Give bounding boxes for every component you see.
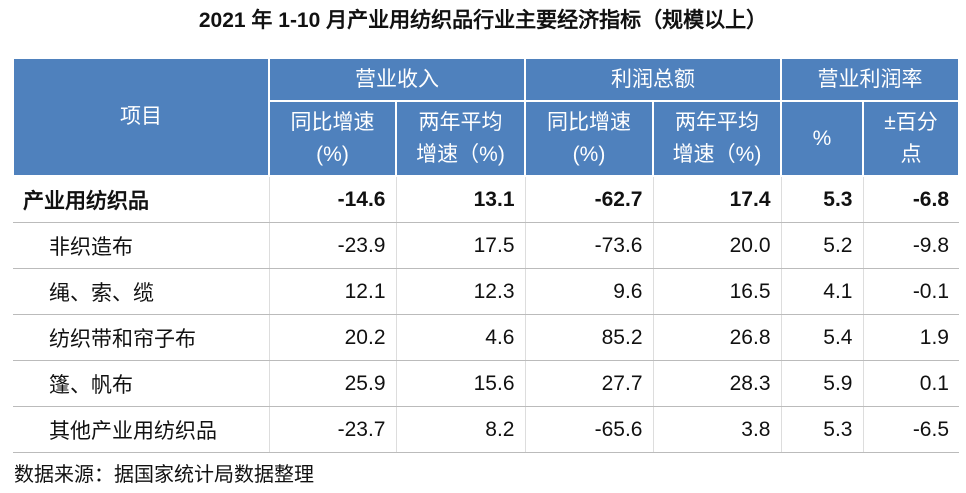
item-header: 项目 bbox=[12, 57, 270, 177]
sub-header-line: ±百分 bbox=[884, 110, 938, 134]
table-row: 其他产业用纺织品 -23.7 8.2 -65.6 3.8 5.3 -6.5 bbox=[13, 406, 959, 453]
cell: 1.9 bbox=[862, 314, 959, 361]
row-label: 产业用纺织品 bbox=[13, 175, 269, 223]
group-header: 营业利润率 bbox=[780, 57, 960, 102]
sub-header: 同比增速 (%) bbox=[268, 100, 397, 177]
table-row: 产业用纺织品 -14.6 13.1 -62.7 17.4 5.3 -6.8 bbox=[13, 175, 959, 223]
row-label: 非织造布 bbox=[13, 222, 269, 269]
group-header: 营业收入 bbox=[268, 57, 526, 102]
sub-header-line: (%) bbox=[572, 142, 606, 166]
sub-header-line: 两年平均 bbox=[675, 110, 759, 134]
cell: -65.6 bbox=[524, 406, 653, 453]
cell: 27.7 bbox=[524, 360, 653, 407]
source-note: 数据来源：据国家统计局数据整理 bbox=[14, 464, 314, 486]
cell: 4.1 bbox=[780, 268, 863, 315]
sub-header-line: 同比增速 bbox=[547, 110, 631, 134]
sub-header-line: 两年平均 bbox=[418, 110, 503, 134]
cell: 28.3 bbox=[652, 360, 781, 407]
cell: -62.7 bbox=[524, 175, 653, 223]
cell: 25.9 bbox=[268, 360, 396, 407]
sub-header: 两年平均增速（%) bbox=[395, 100, 526, 177]
cell: 12.1 bbox=[268, 268, 396, 315]
table-row: 篷、帆布 25.9 15.6 27.7 28.3 5.9 0.1 bbox=[13, 360, 959, 407]
cell: -73.6 bbox=[524, 222, 653, 269]
title: 2021 年 1-10 月产业用纺织品行业主要经济指标（规模以上） bbox=[198, 9, 768, 32]
row-label: 纺织带和帘子布 bbox=[13, 314, 269, 361]
sub-header-line: 同比增速 bbox=[290, 110, 375, 134]
cell: 5.3 bbox=[780, 175, 863, 223]
cell: -23.7 bbox=[268, 406, 396, 453]
sub-header: ±百分点 bbox=[862, 100, 960, 177]
row-label: 其他产业用纺织品 bbox=[13, 406, 269, 453]
sub-header-line: 点 bbox=[900, 142, 922, 166]
sub-header-line: 增速（%) bbox=[416, 142, 505, 166]
sub-header: % bbox=[780, 100, 864, 177]
sub-header-line: % bbox=[812, 126, 832, 150]
cell: -14.6 bbox=[268, 175, 396, 223]
cell: -6.5 bbox=[862, 406, 959, 453]
cell: 20.2 bbox=[268, 314, 396, 361]
cell: 12.3 bbox=[395, 268, 525, 315]
cell: 9.6 bbox=[524, 268, 653, 315]
sub-header-line: (%) bbox=[316, 142, 349, 166]
table-body: 产业用纺织品 -14.6 13.1 -62.7 17.4 5.3 -6.8 非织造布 -23.9… bbox=[13, 175, 959, 453]
cell: 0.1 bbox=[862, 360, 959, 407]
cell: 5.4 bbox=[780, 314, 863, 361]
cell: 8.2 bbox=[395, 406, 525, 453]
row-label: 篷、帆布 bbox=[13, 360, 269, 407]
table-row: 非织造布 -23.9 17.5 -73.6 20.0 5.2 -9.8 bbox=[13, 222, 959, 269]
cell: 26.8 bbox=[652, 314, 781, 361]
cell: -0.1 bbox=[862, 268, 959, 315]
table-row: 绳、索、缆 12.1 12.3 9.6 16.5 4.1 -0.1 bbox=[13, 268, 959, 315]
cell: -6.8 bbox=[862, 175, 959, 223]
cell: 5.3 bbox=[780, 406, 863, 453]
cell: -23.9 bbox=[268, 222, 396, 269]
sub-header-line: 增速（%) bbox=[672, 142, 762, 166]
header-row: 项目 营业收入 利润总额 营业利润率 bbox=[12, 57, 960, 177]
cell: 85.2 bbox=[524, 314, 653, 361]
cell: 4.6 bbox=[395, 314, 525, 361]
sub-header: 两年平均增速（%) bbox=[652, 100, 782, 177]
cell: 16.5 bbox=[652, 268, 781, 315]
table: 项目 营业收入 利润总额 营业利润率 同比增速 (%) 两年平均增速（%) 同比增速 (%) 两… bbox=[12, 57, 960, 453]
sub-header: 同比增速 (%) bbox=[524, 100, 654, 177]
cell: 13.1 bbox=[395, 175, 525, 223]
cell: 20.0 bbox=[652, 222, 781, 269]
cell: 5.9 bbox=[780, 360, 863, 407]
cell: -9.8 bbox=[862, 222, 959, 269]
group-header: 利润总额 bbox=[524, 57, 782, 102]
row-label: 绳、索、缆 bbox=[13, 268, 269, 315]
cell: 17.4 bbox=[652, 175, 781, 223]
cell: 17.5 bbox=[395, 222, 525, 269]
cell: 3.8 bbox=[652, 406, 781, 453]
cell: 5.2 bbox=[780, 222, 863, 269]
table-row: 纺织带和帘子布 20.2 4.6 85.2 26.8 5.4 1.9 bbox=[13, 314, 959, 361]
cell: 15.6 bbox=[395, 360, 525, 407]
header-row: 同比增速 (%) 两年平均增速（%) 同比增速 (%) 两年平均增速（%)% ±百分点 bbox=[13, 100, 960, 177]
